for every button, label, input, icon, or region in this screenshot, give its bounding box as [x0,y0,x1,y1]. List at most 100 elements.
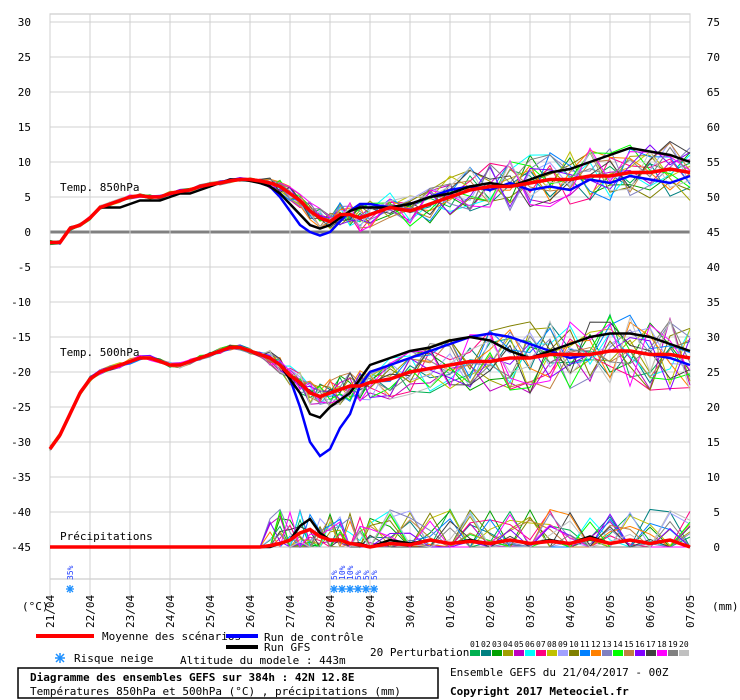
snow-icon [362,585,370,593]
snow-risk-label: 10% [346,565,355,580]
date-label: 29/04 [364,595,377,628]
perturbation-number: 15 [624,640,634,649]
right-tick-label: 50 [707,191,720,204]
left-tick-label: 10 [18,156,31,169]
left-tick-label: -35 [11,471,31,484]
date-label: 06/05 [644,595,657,628]
legend-mean-label: Moyenne des scénarios [102,630,241,643]
perturbation-swatch [481,650,491,656]
perturbation-swatch [602,650,612,656]
right-tick-label: 55 [707,156,720,169]
date-label: 05/05 [604,595,617,628]
snow-icon [330,585,338,593]
perturbation-number: 16 [635,640,645,649]
snow-icon-stroke [330,585,338,593]
perturbation-number: 18 [657,640,667,649]
snow-icon-stroke [338,585,346,593]
altitude-label: Altitude du modele : 443m [180,654,346,667]
right-tick-label: 25 [707,366,720,379]
right-tick-label: 40 [707,261,720,274]
date-label: 25/04 [204,595,217,628]
perturbation-swatch [679,650,689,656]
right-tick-label: 10 [707,471,720,484]
perturbation-swatch [613,650,623,656]
snow-risk-label: 5% [330,570,339,580]
legend-perturbations-label: 20 Perturbations [370,646,476,659]
date-label: 22/04 [84,595,97,628]
legend: Moyenne des scénarios Run de contrôle Ru… [36,630,689,667]
legend-control-label: Run de contrôle [264,631,363,644]
perturbation-swatch [591,650,601,656]
perturbation-swatch [470,650,480,656]
left-tick-label: 0 [24,226,31,239]
left-axis-ticks: 30 25 20 15 10 5 0 -5 -10 -15 -20 -25 -30 -35 -40 -45 [11,16,31,554]
perturbation-number: 19 [668,640,678,649]
chart-subtitle: Températures 850hPa et 500hPa (°C) , pré… [30,685,401,698]
perturbation-number: 13 [602,640,612,649]
perturbation-swatch [646,650,656,656]
date-label: 04/05 [564,595,577,628]
date-label: 02/05 [484,595,497,628]
perturbation-t850-line [49,147,691,245]
perturbation-number: 02 [481,640,491,649]
left-tick-label: 15 [18,121,31,134]
right-tick-label: 15 [707,436,720,449]
series-0-t850-line [50,167,691,245]
snow-icon [354,585,362,593]
perturbation-number: 05 [514,640,524,649]
left-tick-label: -25 [11,401,31,414]
right-tick-label: 70 [707,51,720,64]
left-unit-label: (°C) [22,600,49,613]
perturbation-swatch [547,650,557,656]
left-tick-label: 5 [24,191,31,204]
right-tick-label: 30 [707,331,720,344]
left-tick-label: 25 [18,51,31,64]
main-series-lines [48,146,691,549]
snow-risk-label: 5% [354,570,363,580]
right-tick-label: 65 [707,86,720,99]
series-0-precip-line [50,527,691,549]
snow-icon-stroke [370,585,378,593]
left-tick-label: -15 [11,331,31,344]
snow-risk-markers: 35% 5% 10% 10% 5% 5% 5% [66,565,379,593]
left-tick-label: -5 [18,261,31,274]
snow-icon [346,585,354,593]
perturbation-swatch [580,650,590,656]
series-0-t500-line [48,345,691,451]
perturbation-number: 17 [646,640,656,649]
perturbation-swatch [536,650,546,656]
perturbation-number: 01 [470,640,480,649]
date-label: 30/04 [404,595,417,628]
perturbation-swatch [635,650,645,656]
legend-gfs-label: Run GFS [264,641,310,654]
date-label: 28/04 [324,595,337,628]
right-tick-label: 35 [707,296,720,309]
perturbation-swatch [514,650,524,656]
date-label: 21/04 [44,595,57,628]
snow-flake-icon [55,653,65,663]
perturbation-swatch [525,650,535,656]
perturbation-number: 11 [580,640,590,649]
date-label: 01/05 [444,595,457,628]
perturbation-number: 06 [525,640,535,649]
date-label: 26/04 [244,595,257,628]
snow-icon-stroke [362,585,370,593]
perturbation-number: 10 [569,640,579,649]
left-tick-label: -20 [11,366,31,379]
snow-icon-stroke [354,585,362,593]
date-label: 27/04 [284,595,297,628]
legend-snow-label: Risque neige [74,652,153,665]
date-label: 24/04 [164,595,177,628]
left-tick-label: -30 [11,436,31,449]
series-2-t850-line [50,146,691,244]
perturbation-number: 08 [547,640,557,649]
perturbation-swatch [624,650,634,656]
section-label-precip: Précipitations [60,530,153,543]
perturbation-swatch [668,650,678,656]
left-tick-label: 30 [18,16,31,29]
left-tick-label: -45 [11,541,31,554]
right-tick-label: 0 [713,541,720,554]
title-box [17,667,439,699]
